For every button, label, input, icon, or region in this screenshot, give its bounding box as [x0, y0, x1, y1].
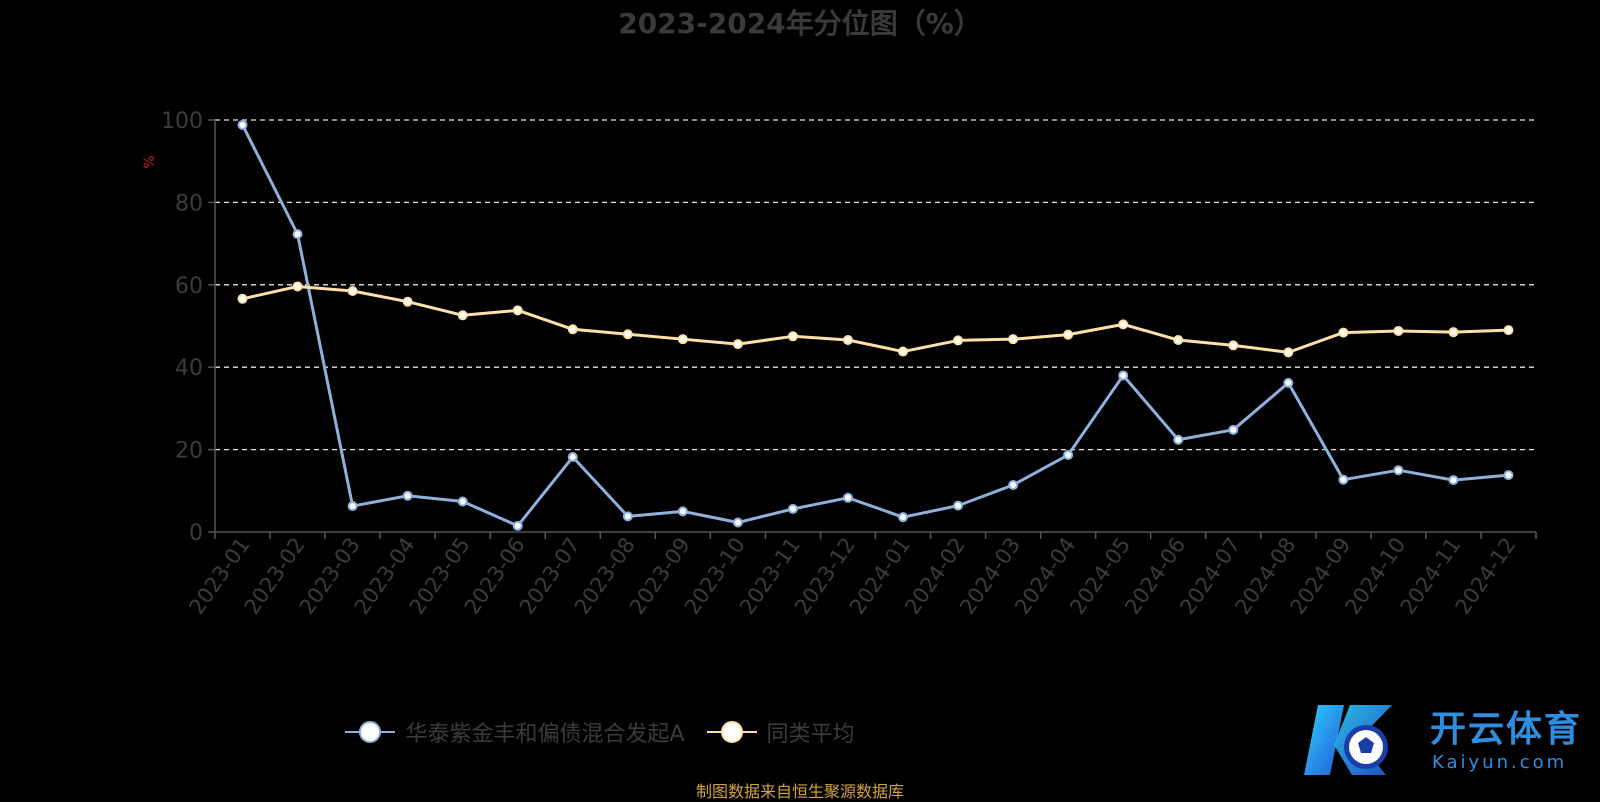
y-tick-label: 100: [161, 109, 203, 134]
data-point-1: [622, 329, 633, 340]
y-tick-label: 0: [189, 521, 203, 546]
data-point-0: [1063, 449, 1074, 460]
data-point-1: [1228, 340, 1239, 351]
data-point-1: [953, 335, 964, 346]
data-point-1: [1283, 347, 1294, 358]
data-point-0: [1173, 434, 1184, 445]
data-point-0: [1503, 470, 1514, 481]
data-source-note: 制图数据来自恒生聚源数据库: [695, 782, 904, 801]
data-point-1: [1393, 325, 1404, 336]
y-tick-labels: 0 20 40 60 80 100: [161, 109, 203, 546]
data-point-1: [347, 285, 358, 296]
data-point-1: [842, 335, 853, 346]
data-point-1: [1173, 335, 1184, 346]
data-point-1: [1118, 319, 1129, 330]
data-point-1: [402, 296, 413, 307]
y-tick-label: 60: [175, 274, 203, 299]
logo-brand-sub: Kaiyun.com: [1432, 752, 1568, 773]
data-point-0: [567, 452, 578, 463]
x-tick-labels: 2023-012023-022023-032023-042023-052023-…: [185, 533, 1521, 619]
data-point-0: [512, 520, 523, 531]
data-point-1: [237, 293, 248, 304]
data-point-0: [402, 490, 413, 501]
series-line-1: [242, 284, 1509, 354]
grid-lines: [208, 119, 1536, 533]
legend-label-average: 同类平均: [766, 722, 855, 747]
data-point-0: [1118, 370, 1129, 381]
data-point-0: [1228, 424, 1239, 435]
legend-label-fund: 华泰紫金丰和偏债混合发起A: [405, 722, 685, 747]
data-point-1: [677, 334, 688, 345]
data-point-1: [1448, 327, 1459, 338]
legend-item-fund[interactable]: 华泰紫金丰和偏债混合发起A: [345, 716, 685, 748]
data-point-0: [1338, 474, 1349, 485]
series-lines: [237, 119, 1514, 531]
data-point-0: [677, 506, 688, 517]
data-point-0: [842, 492, 853, 503]
logo-brand-text: 开云体育: [1430, 709, 1583, 750]
data-point-0: [1283, 377, 1294, 388]
legend-item-average[interactable]: 同类平均: [706, 716, 855, 748]
data-point-0: [1393, 465, 1404, 476]
data-point-0: [787, 503, 798, 514]
data-point-1: [1063, 329, 1074, 340]
data-point-0: [237, 119, 248, 130]
y-tick-label: 40: [175, 356, 203, 381]
y-tick-label: 20: [175, 439, 203, 464]
legend-swatch-fund: [345, 721, 396, 743]
data-point-0: [1448, 475, 1459, 486]
axes: [214, 120, 1537, 539]
data-point-0: [1008, 480, 1019, 491]
legend: 华泰紫金丰和偏债混合发起A 同类平均: [0, 716, 1200, 748]
data-point-1: [292, 281, 303, 292]
data-point-1: [567, 324, 578, 335]
data-point-1: [898, 346, 909, 357]
data-point-0: [953, 500, 964, 511]
data-point-0: [292, 229, 303, 240]
data-point-0: [457, 496, 468, 507]
data-point-1: [787, 331, 798, 342]
data-point-1: [1008, 334, 1019, 345]
data-point-1: [732, 339, 743, 350]
data-point-1: [1338, 327, 1349, 338]
data-point-1: [1503, 325, 1514, 336]
series-line-0: [241, 124, 1509, 528]
legend-swatch-average: [706, 721, 757, 743]
y-axis-label: %: [142, 155, 158, 168]
kaiyun-logo: [1304, 705, 1392, 775]
data-point-0: [732, 517, 743, 528]
data-point-0: [347, 501, 358, 512]
data-point-0: [622, 511, 633, 522]
data-point-1: [457, 310, 468, 321]
chart-title: 2023-2024年分位图（%）: [618, 7, 982, 40]
data-point-0: [898, 512, 909, 523]
y-tick-label: 80: [175, 191, 203, 216]
data-point-1: [512, 305, 523, 316]
